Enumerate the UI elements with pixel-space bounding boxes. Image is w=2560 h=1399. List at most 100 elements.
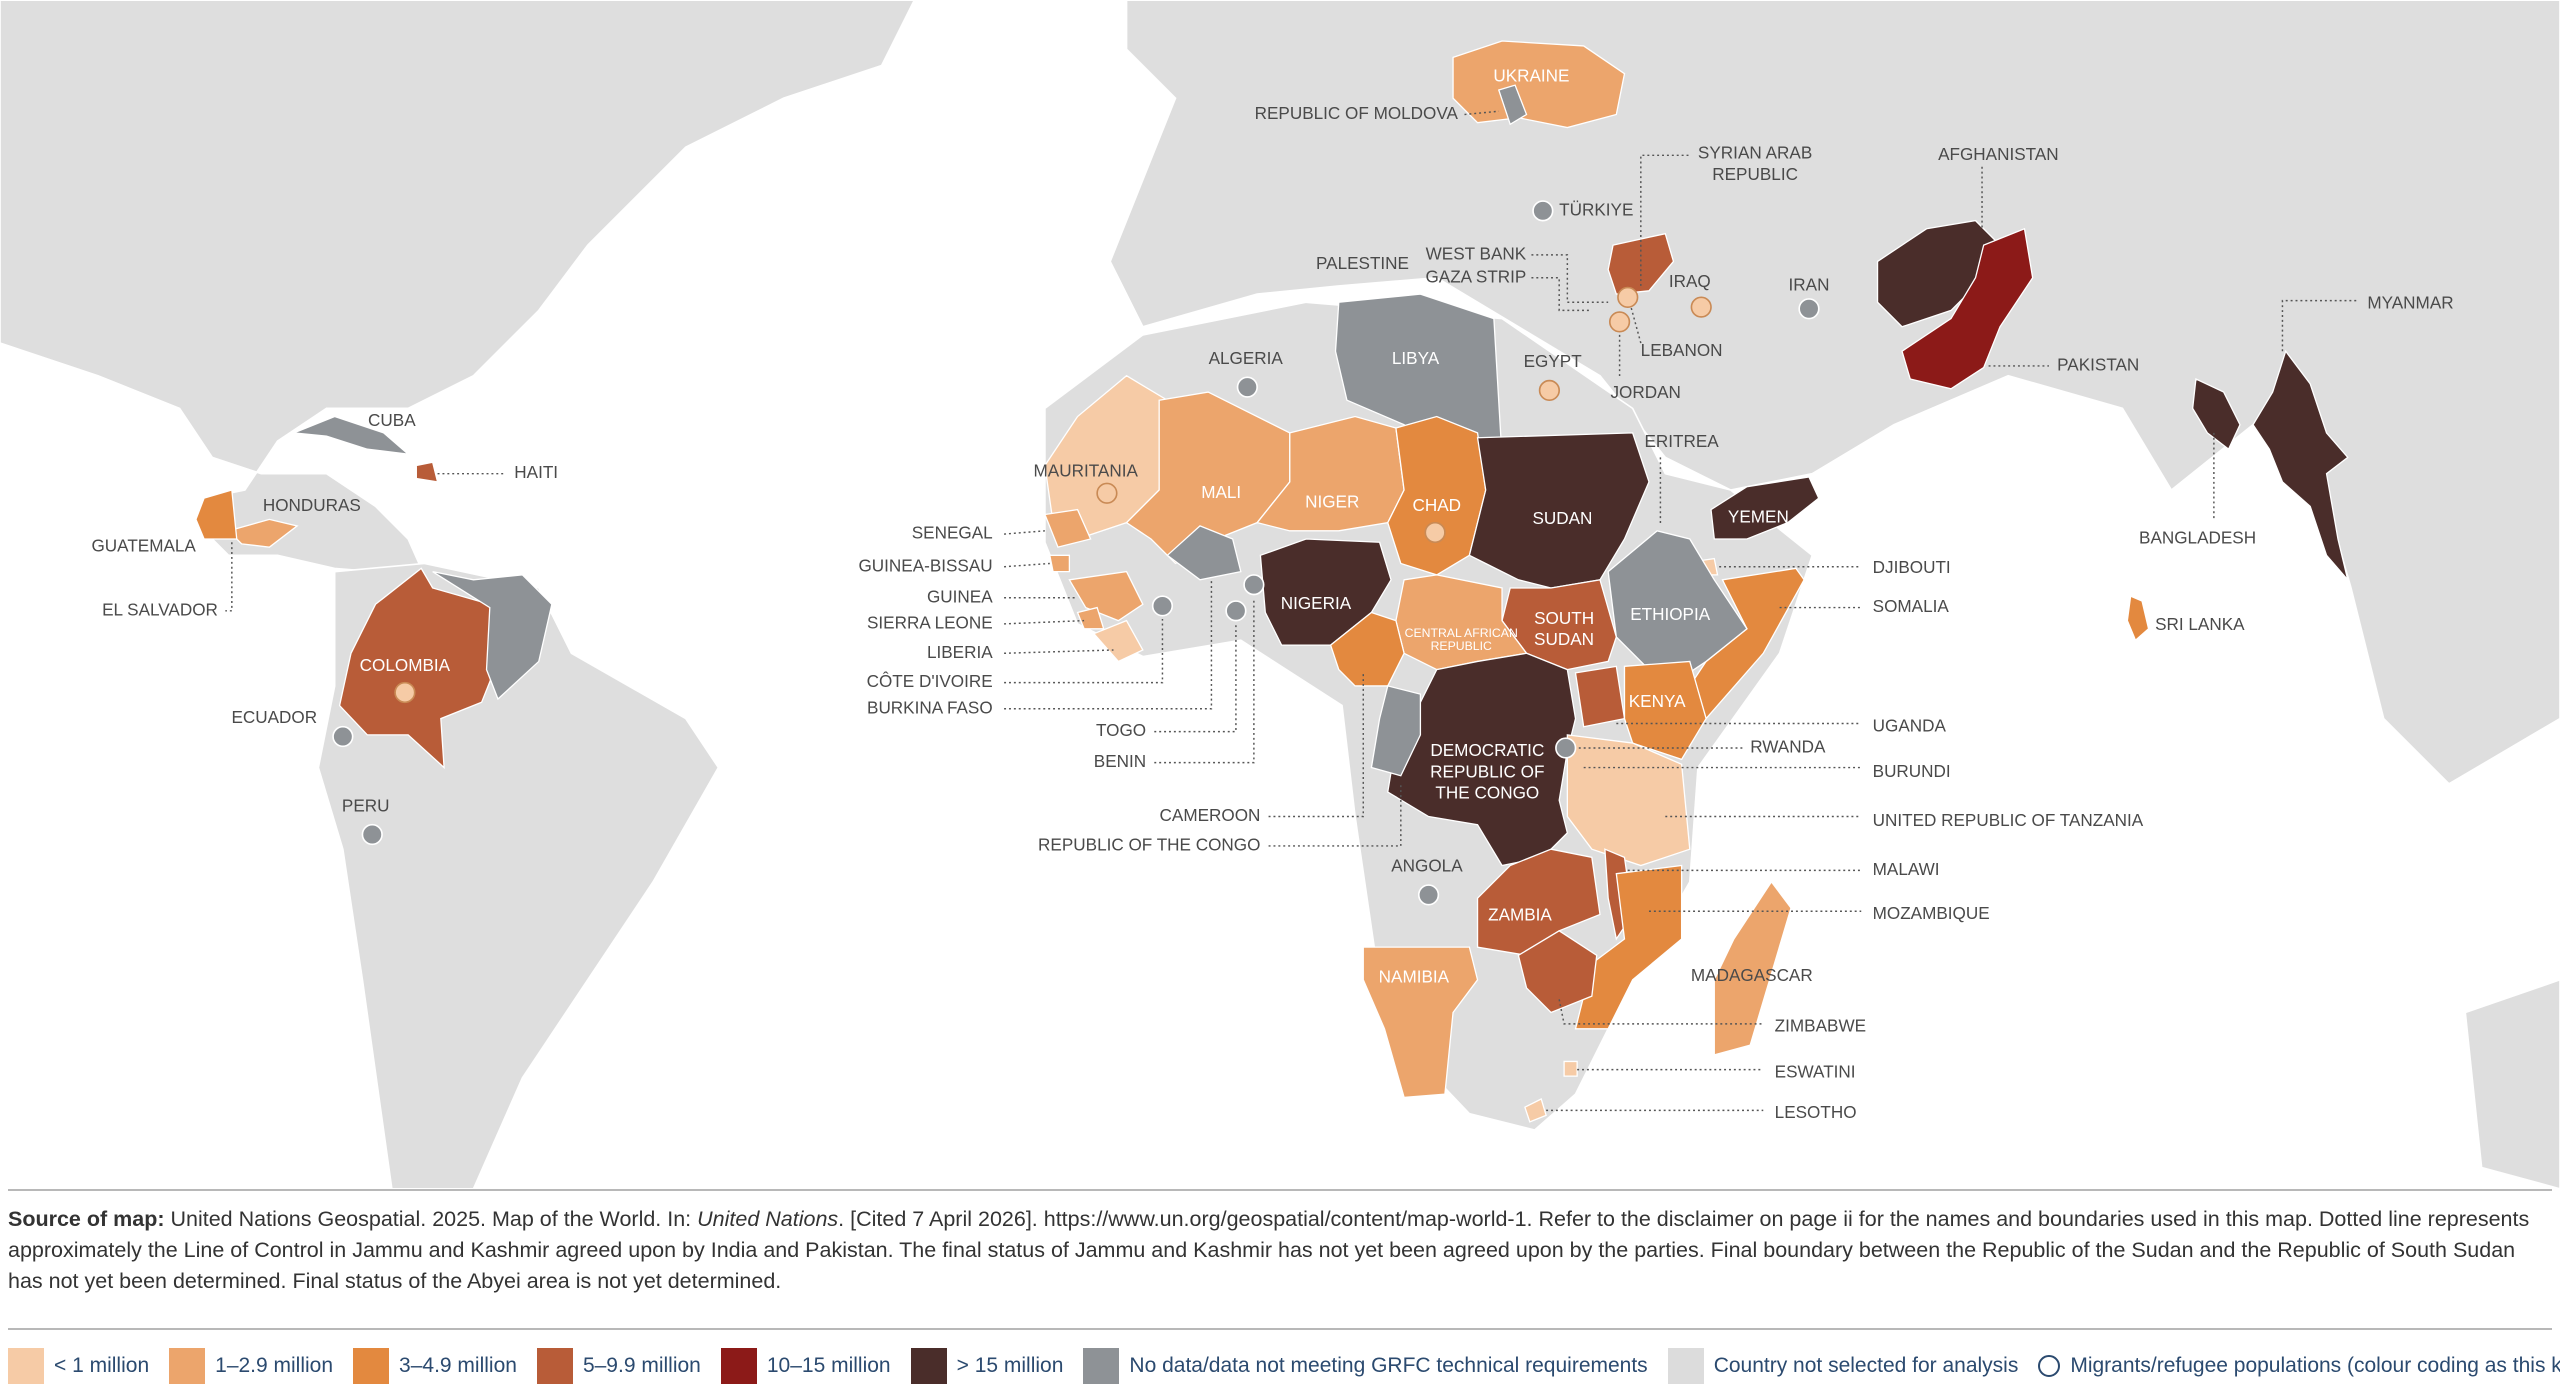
- leader-line: [1558, 999, 1764, 1025]
- country-label: TÜRKIYE: [1559, 199, 1633, 219]
- country: [1043, 508, 1092, 548]
- country-label: CUBA: [368, 410, 416, 430]
- country: [1901, 227, 2034, 390]
- migrant-marker: [394, 681, 416, 704]
- migrant-marker: [1690, 296, 1712, 318]
- country-label: ZAMBIA: [1488, 905, 1552, 925]
- eurasia: [1109, 0, 2560, 785]
- legend-label: 3–4.9 million: [399, 1354, 517, 1377]
- country-label: PALESTINE: [1316, 253, 1409, 273]
- leader-line: [1531, 254, 1609, 303]
- country-label: ESWATINI: [1775, 1061, 1856, 1081]
- leader-line: [1004, 619, 1085, 625]
- country: [1607, 232, 1675, 295]
- legend-swatch: [1083, 1348, 1120, 1384]
- country-label: ALGERIA: [1209, 348, 1284, 368]
- country-label: CENTRAL AFRICAN REPUBLIC: [1405, 625, 1518, 653]
- country-label: EL SALVADOR: [102, 599, 218, 619]
- legend-swatch: [910, 1348, 947, 1384]
- country-label: BENIN: [1094, 751, 1146, 771]
- country: [1710, 476, 1820, 540]
- markers: [332, 200, 1820, 906]
- country-label: REPUBLIC OF THE CONGO: [1038, 834, 1260, 854]
- leader-line: [1640, 154, 1690, 286]
- country-label: AFGHANISTAN: [1938, 144, 2059, 164]
- legend-swatch: [720, 1348, 757, 1384]
- country-label: CAMEROON: [1160, 805, 1261, 825]
- migrant-marker: [1417, 884, 1440, 906]
- legend-swatch: [353, 1348, 390, 1384]
- country-label: ECUADOR: [231, 707, 317, 727]
- country-label-text: SYRIAN ARAB REPUBLIC: [1697, 143, 1813, 185]
- legend-item: 3–4.9 million: [353, 1348, 517, 1384]
- country: [432, 571, 553, 701]
- country: [1607, 530, 1748, 679]
- country-label: IRAQ: [1669, 271, 1711, 291]
- country-label: GUINEA: [927, 586, 993, 606]
- legend-ring: [2038, 1355, 2061, 1377]
- country-label: ZIMBABWE: [1775, 1016, 1866, 1036]
- country-label: MYANMAR: [2367, 292, 2453, 312]
- country: [1166, 525, 1242, 581]
- source-text: United Nations Geospatial. 2025. Map of …: [170, 1207, 692, 1231]
- leader-line: [1464, 110, 1499, 116]
- country-label: SOMALIA: [1873, 596, 1950, 616]
- legend-item: > 15 million: [910, 1348, 1063, 1384]
- map: UKRAINE REPUBLIC OF MOLDOVA TÜRKIYE SYRIAN …: [0, 0, 2560, 1189]
- divider: [8, 1328, 2552, 1330]
- country-label: BANGLADESH: [2139, 528, 2256, 548]
- migrant-marker: [1555, 737, 1577, 759]
- legend-item: Country not selected for analysis: [1667, 1348, 2018, 1384]
- source-note: Source of map: United Nations Geospatial…: [8, 1204, 2548, 1297]
- migrant-marker: [1151, 595, 1174, 617]
- country-label: ETHIOPIA: [1630, 604, 1711, 624]
- country-label: DEMOCRATIC REPUBLIC OF THE CONGO: [1430, 740, 1545, 803]
- country-label: IRAN: [1789, 274, 1830, 294]
- country-label: ANGOLA: [1391, 856, 1463, 876]
- leader-line: [1531, 277, 1592, 312]
- country-label: SUDAN: [1532, 508, 1592, 528]
- country-label: LIBYA: [1392, 348, 1440, 368]
- legend-label: 1–2.9 million: [215, 1354, 334, 1377]
- country-label: EGYPT: [1524, 351, 1583, 371]
- migrant-marker: [1532, 200, 1554, 222]
- country: [2252, 349, 2349, 581]
- country-label: LEBANON: [1641, 340, 1723, 360]
- country: [1566, 734, 1691, 867]
- country-label-text: DEMOCRATIC REPUBLIC OF THE CONGO: [1430, 740, 1545, 803]
- leader-line: [1268, 783, 1402, 847]
- country-label: DJIBOUTI: [1873, 557, 1951, 577]
- country: [415, 461, 439, 483]
- country-label: CÔTE D'IVOIRE: [867, 671, 993, 691]
- country-label: HAITI: [514, 462, 558, 482]
- migrant-marker: [332, 725, 354, 748]
- leader-line: [2281, 299, 2360, 352]
- country-label: ERITREA: [1645, 431, 1720, 451]
- country-label: KENYA: [1629, 691, 1686, 711]
- country-label: COLOMBIA: [360, 655, 451, 675]
- country-label: BURUNDI: [1873, 761, 1951, 781]
- source-label: Source of map:: [8, 1207, 165, 1231]
- legend-item: < 1 million: [8, 1348, 149, 1384]
- legend-item: No data/data not meeting GRFC technical …: [1083, 1348, 1648, 1384]
- country: [293, 415, 411, 455]
- source-italic: United Nations: [697, 1207, 839, 1231]
- legend-item: Migrants/refugee populations (colour cod…: [2038, 1354, 2560, 1378]
- country-label: REPUBLIC OF MOLDOVA: [1255, 103, 1459, 123]
- country: [1713, 880, 1792, 1056]
- legend-swatch: [8, 1348, 44, 1384]
- country-label-text: SOUTH SUDAN: [1534, 609, 1595, 651]
- country-label: MALI: [1201, 482, 1241, 502]
- legend: < 1 million 1–2.9 million 3–4.9 million 5–9…: [8, 1346, 2560, 1386]
- divider: [8, 1189, 2552, 1191]
- country-label: MAURITANIA: [1034, 461, 1139, 481]
- source-text: . [Cited 7 April 2026]. https://www.un.o…: [8, 1207, 2530, 1293]
- country-label: BURKINA FASO: [867, 697, 993, 717]
- migrant-marker: [1225, 600, 1247, 622]
- migrant-marker: [1617, 286, 1639, 308]
- country: [1623, 660, 1707, 761]
- country: [2126, 595, 2150, 642]
- country-label: RWANDA: [1750, 737, 1826, 757]
- country-label: SYRIAN ARAB REPUBLIC: [1697, 143, 1813, 185]
